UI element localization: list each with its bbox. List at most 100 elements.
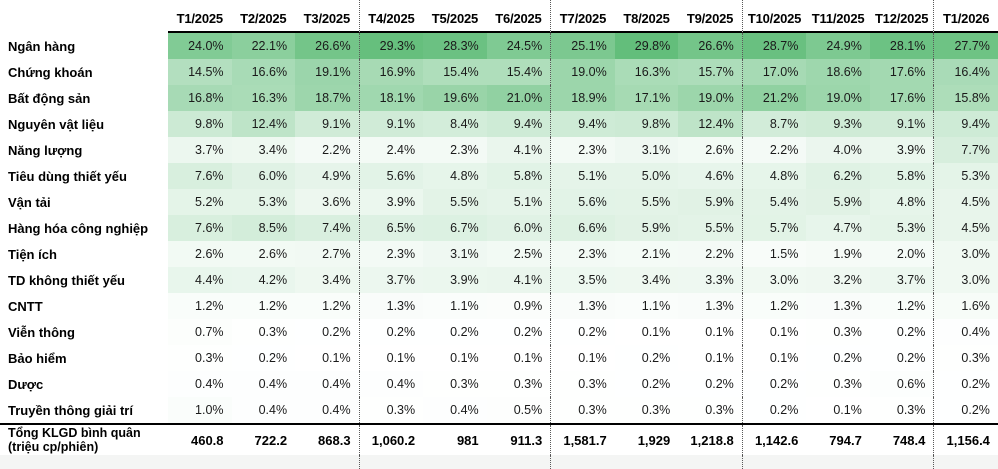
heat-cell: 0.4%	[295, 397, 360, 423]
heat-cell: 7.7%	[934, 137, 998, 163]
heat-cell: 0.2%	[742, 397, 807, 423]
heat-cell: 9.8%	[168, 111, 232, 137]
strip-cell	[551, 455, 615, 469]
column-header: T11/2025	[806, 0, 870, 33]
heat-cell: 16.6%	[231, 59, 296, 85]
sector-row: Tiêu dùng thiết yếu 7.6% 6.0% 4.9% 5.6% 4.8% 5…	[0, 163, 998, 189]
heat-cell: 2.3%	[551, 241, 615, 267]
heat-cell: 28.7%	[742, 33, 807, 59]
heat-cell: 5.3%	[934, 163, 998, 189]
heat-cell: 0.4%	[231, 371, 296, 397]
heat-cell: 3.7%	[869, 267, 935, 293]
heat-cell: 5.9%	[806, 189, 870, 215]
heat-cell: 24.5%	[486, 33, 552, 59]
heat-cell: 4.0%	[806, 137, 870, 163]
total-cell: 1,156.4	[946, 432, 990, 448]
sector-row: Tiện ích 2.6% 2.6% 2.7% 2.3% 3.1% 2.5% 2.3% 2.1%…	[0, 241, 998, 267]
sector-row-label: Dược	[0, 371, 168, 397]
heat-cell: 4.5%	[934, 215, 998, 241]
heat-cell: 4.8%	[869, 189, 935, 215]
heat-cell: 5.3%	[869, 215, 935, 241]
sector-row: Chứng khoán 14.5% 16.6% 19.1% 16.9% 15.4% 15.4…	[0, 59, 998, 85]
heat-cell: 1.2%	[295, 293, 360, 319]
total-cell: 1,581.7	[563, 432, 607, 448]
total-cell: 981	[456, 432, 479, 448]
heat-cell: 3.0%	[934, 267, 998, 293]
strip-cell	[934, 455, 998, 469]
heat-cell: 0.9%	[486, 293, 552, 319]
sector-row-label: Vận tải	[0, 189, 168, 215]
total-cell: 911.3	[487, 425, 552, 455]
heat-cell: 0.4%	[934, 319, 998, 345]
heat-cell: 0.1%	[551, 345, 615, 371]
heat-cell: 29.8%	[614, 33, 679, 59]
sector-row: CNTT 1.2% 1.2% 1.2% 1.3% 1.1% 0.9% 1.3% 1.1% 1.3%…	[0, 293, 998, 319]
heat-cell: 17.6%	[869, 85, 935, 111]
total-cell: 868.3	[295, 425, 360, 455]
heat-cell: 3.7%	[168, 137, 232, 163]
heat-cell: 29.3%	[359, 33, 424, 59]
heat-cell: 3.7%	[359, 267, 424, 293]
heat-cell: 1.2%	[869, 293, 935, 319]
heat-cell: 21.2%	[742, 85, 807, 111]
heat-cell: 4.7%	[806, 215, 870, 241]
heat-cell: 5.1%	[486, 189, 552, 215]
heat-cell: 19.1%	[295, 59, 360, 85]
heat-cell: 8.4%	[423, 111, 487, 137]
heat-cell: 2.1%	[614, 241, 679, 267]
heat-cell: 2.2%	[678, 241, 743, 267]
strip-cell	[360, 455, 424, 469]
heat-cell: 3.4%	[614, 267, 679, 293]
heat-cell: 0.1%	[486, 345, 552, 371]
heat-cell: 0.2%	[806, 345, 870, 371]
heat-cell: 21.0%	[486, 85, 552, 111]
heat-cell: 0.1%	[359, 345, 424, 371]
heat-cell: 2.3%	[551, 137, 615, 163]
heat-cell: 1.3%	[551, 293, 615, 319]
heat-cell: 0.4%	[168, 371, 232, 397]
heat-cell: 1.3%	[806, 293, 870, 319]
heat-cell: 6.2%	[806, 163, 870, 189]
heat-cell: 6.5%	[359, 215, 424, 241]
sector-row-label: CNTT	[0, 293, 168, 319]
strip-cell	[615, 455, 679, 469]
heat-cell: 3.4%	[295, 267, 360, 293]
heat-cell: 3.0%	[934, 241, 998, 267]
heat-cell: 0.4%	[359, 371, 424, 397]
strip-cell	[743, 455, 807, 469]
sector-row-label: Ngân hàng	[0, 33, 168, 59]
heat-cell: 0.3%	[551, 371, 615, 397]
bottom-strip-spacer	[0, 455, 168, 469]
heat-cell: 0.2%	[678, 371, 743, 397]
heat-cell: 5.5%	[423, 189, 487, 215]
sector-row: TD không thiết yếu 4.4% 4.2% 3.4% 3.7% 3.9% 4.…	[0, 267, 998, 293]
heat-cell: 18.9%	[551, 85, 615, 111]
heat-cell: 0.1%	[742, 345, 807, 371]
heat-cell: 5.3%	[231, 189, 296, 215]
heat-cell: 18.1%	[359, 85, 424, 111]
heat-cell: 3.0%	[742, 267, 807, 293]
total-cell: 722.2	[254, 432, 288, 448]
total-cell: 794.7	[829, 432, 862, 448]
heat-cell: 0.4%	[295, 371, 360, 397]
heat-cell: 5.0%	[614, 163, 679, 189]
heat-cell: 5.6%	[551, 189, 615, 215]
heat-cell: 2.4%	[359, 137, 424, 163]
total-cell: 1,060.2	[371, 432, 416, 448]
sector-row: Hàng hóa công nghiệp 7.6% 8.5% 7.4% 6.5% 6.7%…	[0, 215, 998, 241]
heat-cell: 0.1%	[742, 319, 807, 345]
heat-cell: 0.1%	[678, 319, 743, 345]
heat-cell: 9.1%	[295, 111, 360, 137]
heat-cell: 12.4%	[678, 111, 743, 137]
column-header: T5/2025	[423, 0, 487, 33]
heat-cell: 0.3%	[359, 397, 424, 423]
heat-cell: 9.1%	[869, 111, 935, 137]
heat-cell: 26.6%	[678, 33, 743, 59]
heat-cell: 7.6%	[168, 163, 232, 189]
heat-cell: 5.7%	[742, 215, 807, 241]
heat-cell: 24.0%	[168, 33, 232, 59]
total-cell: 1,142.6	[754, 432, 799, 448]
strip-cell	[870, 455, 935, 469]
heat-cell: 0.2%	[869, 345, 935, 371]
heat-cell: 2.6%	[678, 137, 743, 163]
